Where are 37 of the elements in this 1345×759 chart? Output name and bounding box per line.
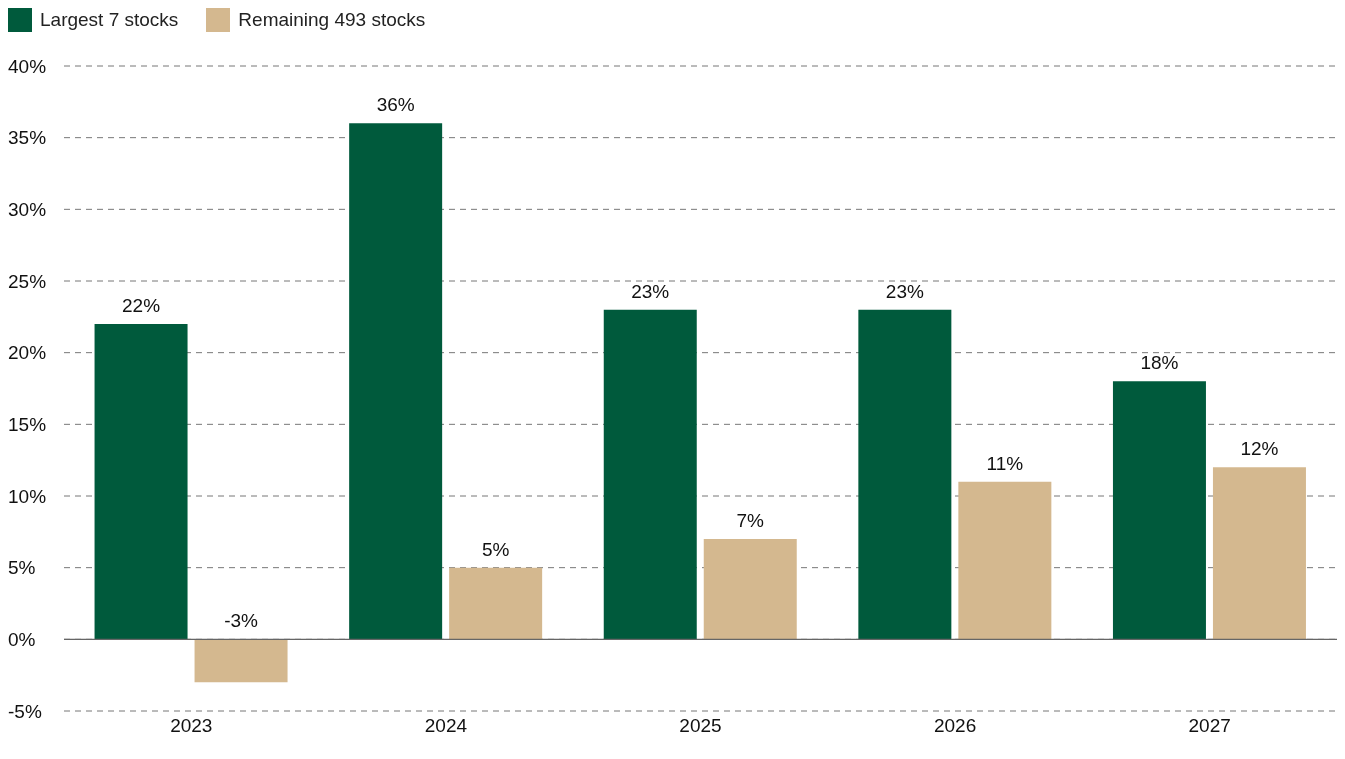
data-label: 23% [885, 280, 924, 302]
legend-label: Remaining 493 stocks [238, 9, 426, 31]
y-tick-label: 40% [8, 55, 47, 77]
bar [94, 324, 188, 640]
y-tick-label: 30% [8, 199, 47, 221]
y-tick-label: 35% [8, 127, 47, 149]
data-label: 23% [631, 280, 670, 302]
x-tick-label: 2024 [424, 715, 468, 737]
data-label: 18% [1140, 352, 1179, 374]
y-tick-label: 15% [8, 414, 47, 436]
y-tick-label: 20% [8, 342, 47, 364]
bar [603, 309, 697, 640]
x-tick-label: 2026 [933, 715, 977, 737]
data-label: 11% [986, 452, 1024, 474]
bar [958, 481, 1052, 640]
data-label: 5% [481, 538, 510, 560]
legend-label: Largest 7 stocks [40, 9, 179, 31]
bar [1112, 381, 1206, 640]
data-label: -3% [224, 610, 259, 632]
x-tick-label: 2025 [679, 715, 722, 737]
bar [1212, 467, 1306, 640]
data-label: 36% [376, 94, 415, 116]
y-tick-label: -5% [8, 700, 42, 722]
y-tick-label: 5% [8, 557, 36, 579]
bar [349, 123, 443, 640]
x-tick-label: 2027 [1188, 715, 1231, 737]
y-tick-label: 25% [8, 270, 47, 292]
data-label: 22% [122, 295, 161, 316]
y-tick-label: 10% [8, 485, 47, 507]
bar [858, 309, 952, 640]
x-tick-label: 2023 [170, 715, 213, 737]
bar [194, 639, 288, 683]
bar [703, 539, 797, 640]
y-tick-label: 0% [8, 629, 36, 651]
data-label: 12% [1240, 438, 1279, 460]
data-label: 7% [736, 510, 765, 531]
bar [449, 567, 543, 640]
